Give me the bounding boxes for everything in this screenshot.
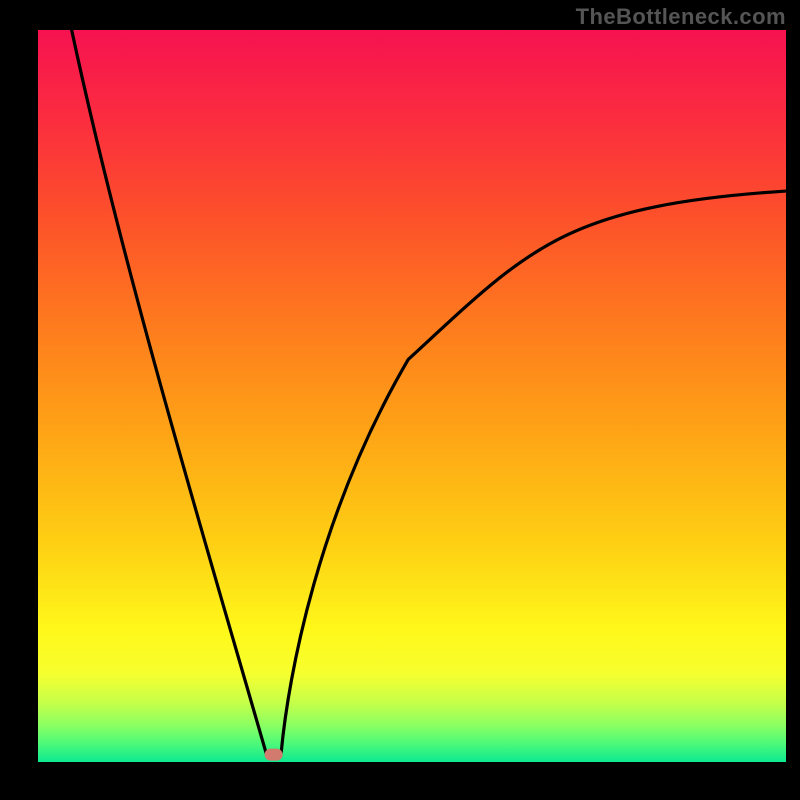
chart-svg: [0, 0, 800, 800]
plot-background: [38, 30, 786, 762]
optimal-point-marker: [265, 749, 283, 761]
watermark-text: TheBottleneck.com: [576, 4, 786, 30]
chart-root: TheBottleneck.com: [0, 0, 800, 800]
